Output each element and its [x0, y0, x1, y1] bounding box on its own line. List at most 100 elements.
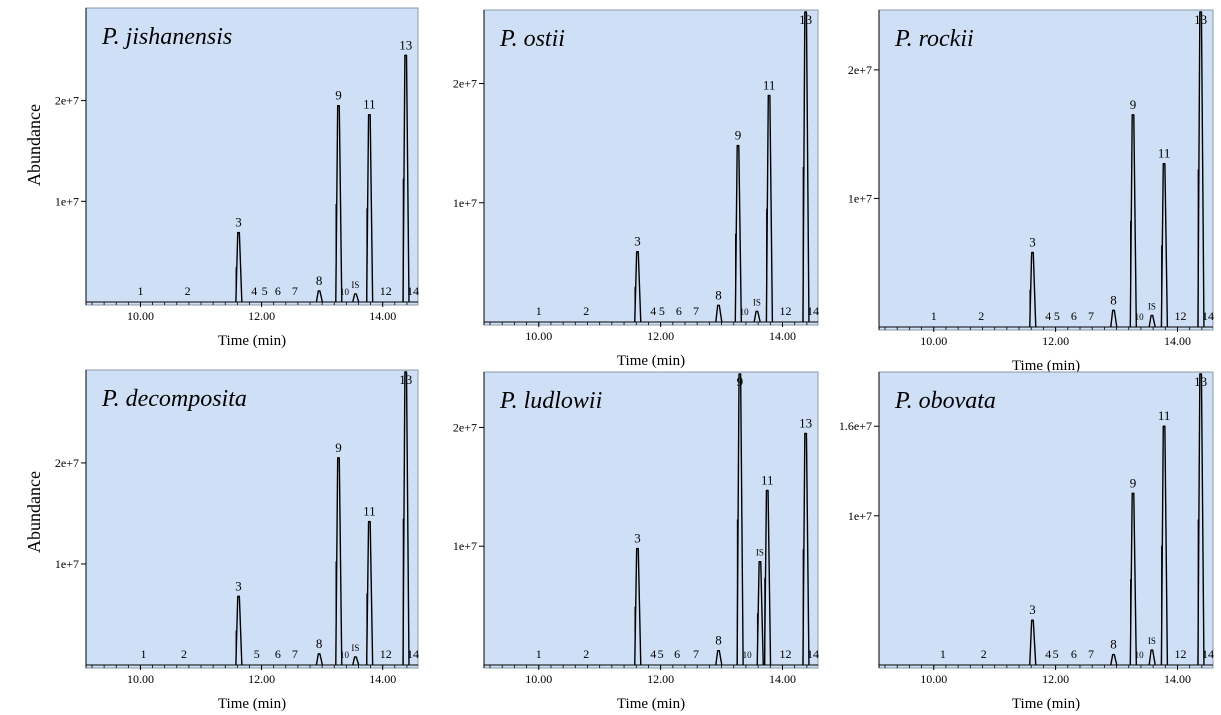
- peak-label-14: 14: [407, 284, 419, 298]
- peak-label-10: 10: [1135, 312, 1145, 322]
- peak-label-1: 1: [536, 647, 542, 661]
- x-tick-label: 12.00: [248, 672, 275, 686]
- peak-label-11: 11: [1158, 146, 1171, 161]
- peak-label-5: 5: [254, 647, 260, 661]
- peak-label-1: 1: [931, 309, 937, 323]
- peak-label-7: 7: [292, 284, 298, 298]
- peak-label-14: 14: [1202, 309, 1214, 323]
- y-tick-label: 1e+7: [453, 196, 477, 210]
- peak-8: [715, 304, 723, 323]
- peak-label-2: 2: [981, 647, 987, 661]
- peak-label-9: 9: [1130, 475, 1137, 490]
- peak-label-12: 12: [780, 304, 792, 318]
- x-tick-label: 14.00: [1164, 672, 1191, 686]
- peak-label-14: 14: [807, 304, 819, 318]
- peak-3: [235, 231, 243, 303]
- peak-label-1: 1: [940, 647, 946, 661]
- peak-3: [235, 595, 243, 666]
- x-tick-label: 10.00: [127, 672, 154, 686]
- chromatogram-panel: 10.00 12.00 14.00 1e+7 2e+7 Time (min) P. ludl…: [453, 371, 819, 712]
- peak-label-2: 2: [181, 647, 187, 661]
- chromatogram-panel: 10.00 12.00 14.00 1e+7 2e+7 Time (min) P. jish…: [55, 7, 419, 349]
- peak-label-10: 10: [340, 287, 350, 297]
- y-axis-label-bottom: Abundance: [24, 471, 44, 553]
- peak-9: [1129, 492, 1138, 666]
- y-tick-label: 2e+7: [55, 94, 79, 108]
- peak-label-5: 5: [262, 284, 268, 298]
- peak-8: [1110, 653, 1118, 666]
- peak-label-3: 3: [235, 215, 242, 230]
- x-tick-label: 10.00: [127, 309, 154, 323]
- y-tick-label: 1e+7: [453, 539, 477, 553]
- plot-background: [878, 9, 1214, 331]
- peak-label-4: 4: [650, 647, 656, 661]
- peak-label-6: 6: [1071, 309, 1077, 323]
- peak-label-13: 13: [1194, 12, 1207, 27]
- peak-label-IS: IS: [1148, 636, 1156, 646]
- peak-IS: [1148, 649, 1156, 666]
- peak-11: [365, 520, 374, 666]
- x-tick-label: 10.00: [525, 672, 552, 686]
- x-axis-label: Time (min): [1012, 358, 1080, 374]
- plot-background: [85, 7, 419, 306]
- peak-label-10: 10: [340, 650, 350, 660]
- peak-label-9: 9: [737, 374, 744, 389]
- x-tick-label: 12.00: [248, 309, 275, 323]
- peak-label-10: 10: [740, 307, 750, 317]
- peak-label-13: 13: [799, 12, 812, 27]
- peak-3: [1029, 251, 1037, 328]
- peak-3: [634, 547, 642, 666]
- peak-label-IS: IS: [756, 548, 764, 558]
- panel-title: P. jishanensis: [101, 24, 232, 50]
- peak-label-13: 13: [399, 37, 412, 52]
- peak-9: [335, 457, 343, 666]
- peak-label-6: 6: [676, 304, 682, 318]
- peak-label-11: 11: [1158, 408, 1171, 423]
- peak-label-9: 9: [335, 88, 342, 103]
- peak-8: [315, 653, 324, 666]
- x-axis-label: Time (min): [617, 696, 685, 712]
- peak-IS: [352, 656, 360, 666]
- peak-11: [765, 94, 774, 323]
- peak-label-8: 8: [1110, 637, 1117, 652]
- peak-label-3: 3: [235, 578, 242, 593]
- peak-13: [802, 11, 810, 323]
- peak-label-IS: IS: [351, 280, 359, 290]
- peak-label-11: 11: [763, 77, 776, 92]
- peak-11: [1160, 163, 1169, 328]
- peak-label-11: 11: [363, 504, 376, 519]
- peak-label-14: 14: [1202, 647, 1214, 661]
- peak-IS: [1148, 314, 1156, 328]
- peak-IS: [753, 310, 761, 323]
- x-tick-label: 14.00: [369, 309, 396, 323]
- y-tick-label: 2e+7: [848, 63, 872, 77]
- peak-label-IS: IS: [753, 297, 761, 307]
- peak-label-12: 12: [380, 647, 392, 661]
- peak-8: [1110, 309, 1118, 328]
- peak-label-12: 12: [1175, 647, 1187, 661]
- peak-label-7: 7: [1088, 309, 1094, 323]
- x-tick-label: 12.00: [647, 329, 674, 343]
- peak-label-13: 13: [1194, 374, 1207, 389]
- peak-label-IS: IS: [1148, 301, 1156, 311]
- peak-11: [1160, 425, 1169, 666]
- peak-label-5: 5: [659, 304, 665, 318]
- x-axis-label: Time (min): [218, 696, 286, 712]
- peak-label-6: 6: [275, 647, 281, 661]
- peak-label-14: 14: [407, 647, 419, 661]
- x-tick-label: 14.00: [369, 672, 396, 686]
- y-tick-label: 1e+7: [848, 509, 872, 523]
- peak-label-4: 4: [251, 284, 257, 298]
- plot-background: [85, 369, 419, 669]
- peak-11: [365, 114, 374, 303]
- peak-label-13: 13: [399, 372, 412, 387]
- peak-label-5: 5: [1053, 647, 1059, 661]
- x-tick-label: 12.00: [1042, 672, 1069, 686]
- peak-13: [402, 371, 410, 666]
- chromatogram-panel: 10.00 12.00 14.00 1e+7 1.6e+7 Time (min) P. ob…: [839, 371, 1214, 712]
- x-axis-label: Time (min): [1012, 696, 1080, 712]
- x-tick-label: 10.00: [920, 334, 947, 348]
- peak-label-8: 8: [316, 273, 323, 288]
- peak-label-4: 4: [650, 304, 656, 318]
